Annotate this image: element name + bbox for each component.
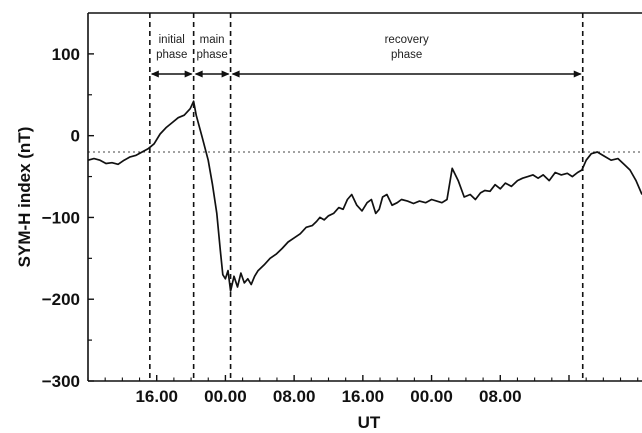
phase-label: main <box>200 34 225 46</box>
x-tick-label: 16.00 <box>342 387 385 406</box>
y-tick-label: 0 <box>71 127 80 146</box>
x-tick-label: 16.00 <box>135 387 178 406</box>
x-tick-label: 08.00 <box>273 387 316 406</box>
phase-arrow-head <box>150 70 159 78</box>
x-tick-label: 00.00 <box>410 387 453 406</box>
y-tick-label: −300 <box>42 372 80 391</box>
y-axis-title: SYM-H index (nT) <box>15 127 34 268</box>
phase-label: phase <box>156 49 187 61</box>
phase-arrow-head <box>573 70 582 78</box>
y-tick-label: 100 <box>52 45 80 64</box>
phase-arrow-head <box>184 70 193 78</box>
phase-label: initial <box>159 34 185 46</box>
phase-label: recovery <box>385 34 429 46</box>
x-tick-label: 08.00 <box>479 387 522 406</box>
y-tick-label: −200 <box>42 290 80 309</box>
sym-h-series-line <box>87 100 642 292</box>
phase-label: phase <box>196 49 227 61</box>
x-tick-label: 00.00 <box>204 387 247 406</box>
x-axis-title: UT <box>358 413 381 432</box>
phase-label: phase <box>391 49 422 61</box>
phase-arrow-head <box>221 70 230 78</box>
y-tick-label: −100 <box>42 208 80 227</box>
phase-arrow-head <box>194 70 203 78</box>
phase-arrow-head <box>231 70 240 78</box>
